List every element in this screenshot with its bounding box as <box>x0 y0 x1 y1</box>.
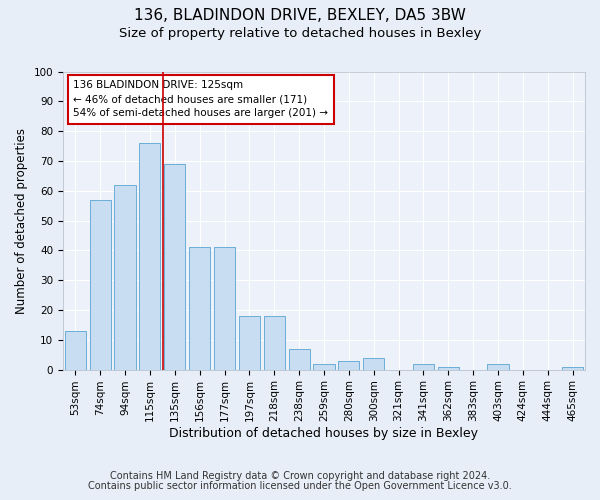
Bar <box>289 348 310 370</box>
Bar <box>363 358 384 370</box>
Bar <box>115 185 136 370</box>
Bar <box>313 364 335 370</box>
Bar <box>437 366 459 370</box>
Bar <box>239 316 260 370</box>
Y-axis label: Number of detached properties: Number of detached properties <box>15 128 28 314</box>
Text: 136 BLADINDON DRIVE: 125sqm
← 46% of detached houses are smaller (171)
54% of se: 136 BLADINDON DRIVE: 125sqm ← 46% of det… <box>73 80 328 118</box>
Text: Size of property relative to detached houses in Bexley: Size of property relative to detached ho… <box>119 28 481 40</box>
Bar <box>338 360 359 370</box>
Bar <box>263 316 285 370</box>
X-axis label: Distribution of detached houses by size in Bexley: Distribution of detached houses by size … <box>169 427 478 440</box>
Bar <box>413 364 434 370</box>
Bar <box>562 366 583 370</box>
Bar <box>487 364 509 370</box>
Bar <box>89 200 111 370</box>
Text: 136, BLADINDON DRIVE, BEXLEY, DA5 3BW: 136, BLADINDON DRIVE, BEXLEY, DA5 3BW <box>134 8 466 22</box>
Text: Contains public sector information licensed under the Open Government Licence v3: Contains public sector information licen… <box>88 481 512 491</box>
Bar <box>189 248 210 370</box>
Bar <box>164 164 185 370</box>
Text: Contains HM Land Registry data © Crown copyright and database right 2024.: Contains HM Land Registry data © Crown c… <box>110 471 490 481</box>
Bar <box>139 143 160 370</box>
Bar <box>65 331 86 370</box>
Bar <box>214 248 235 370</box>
